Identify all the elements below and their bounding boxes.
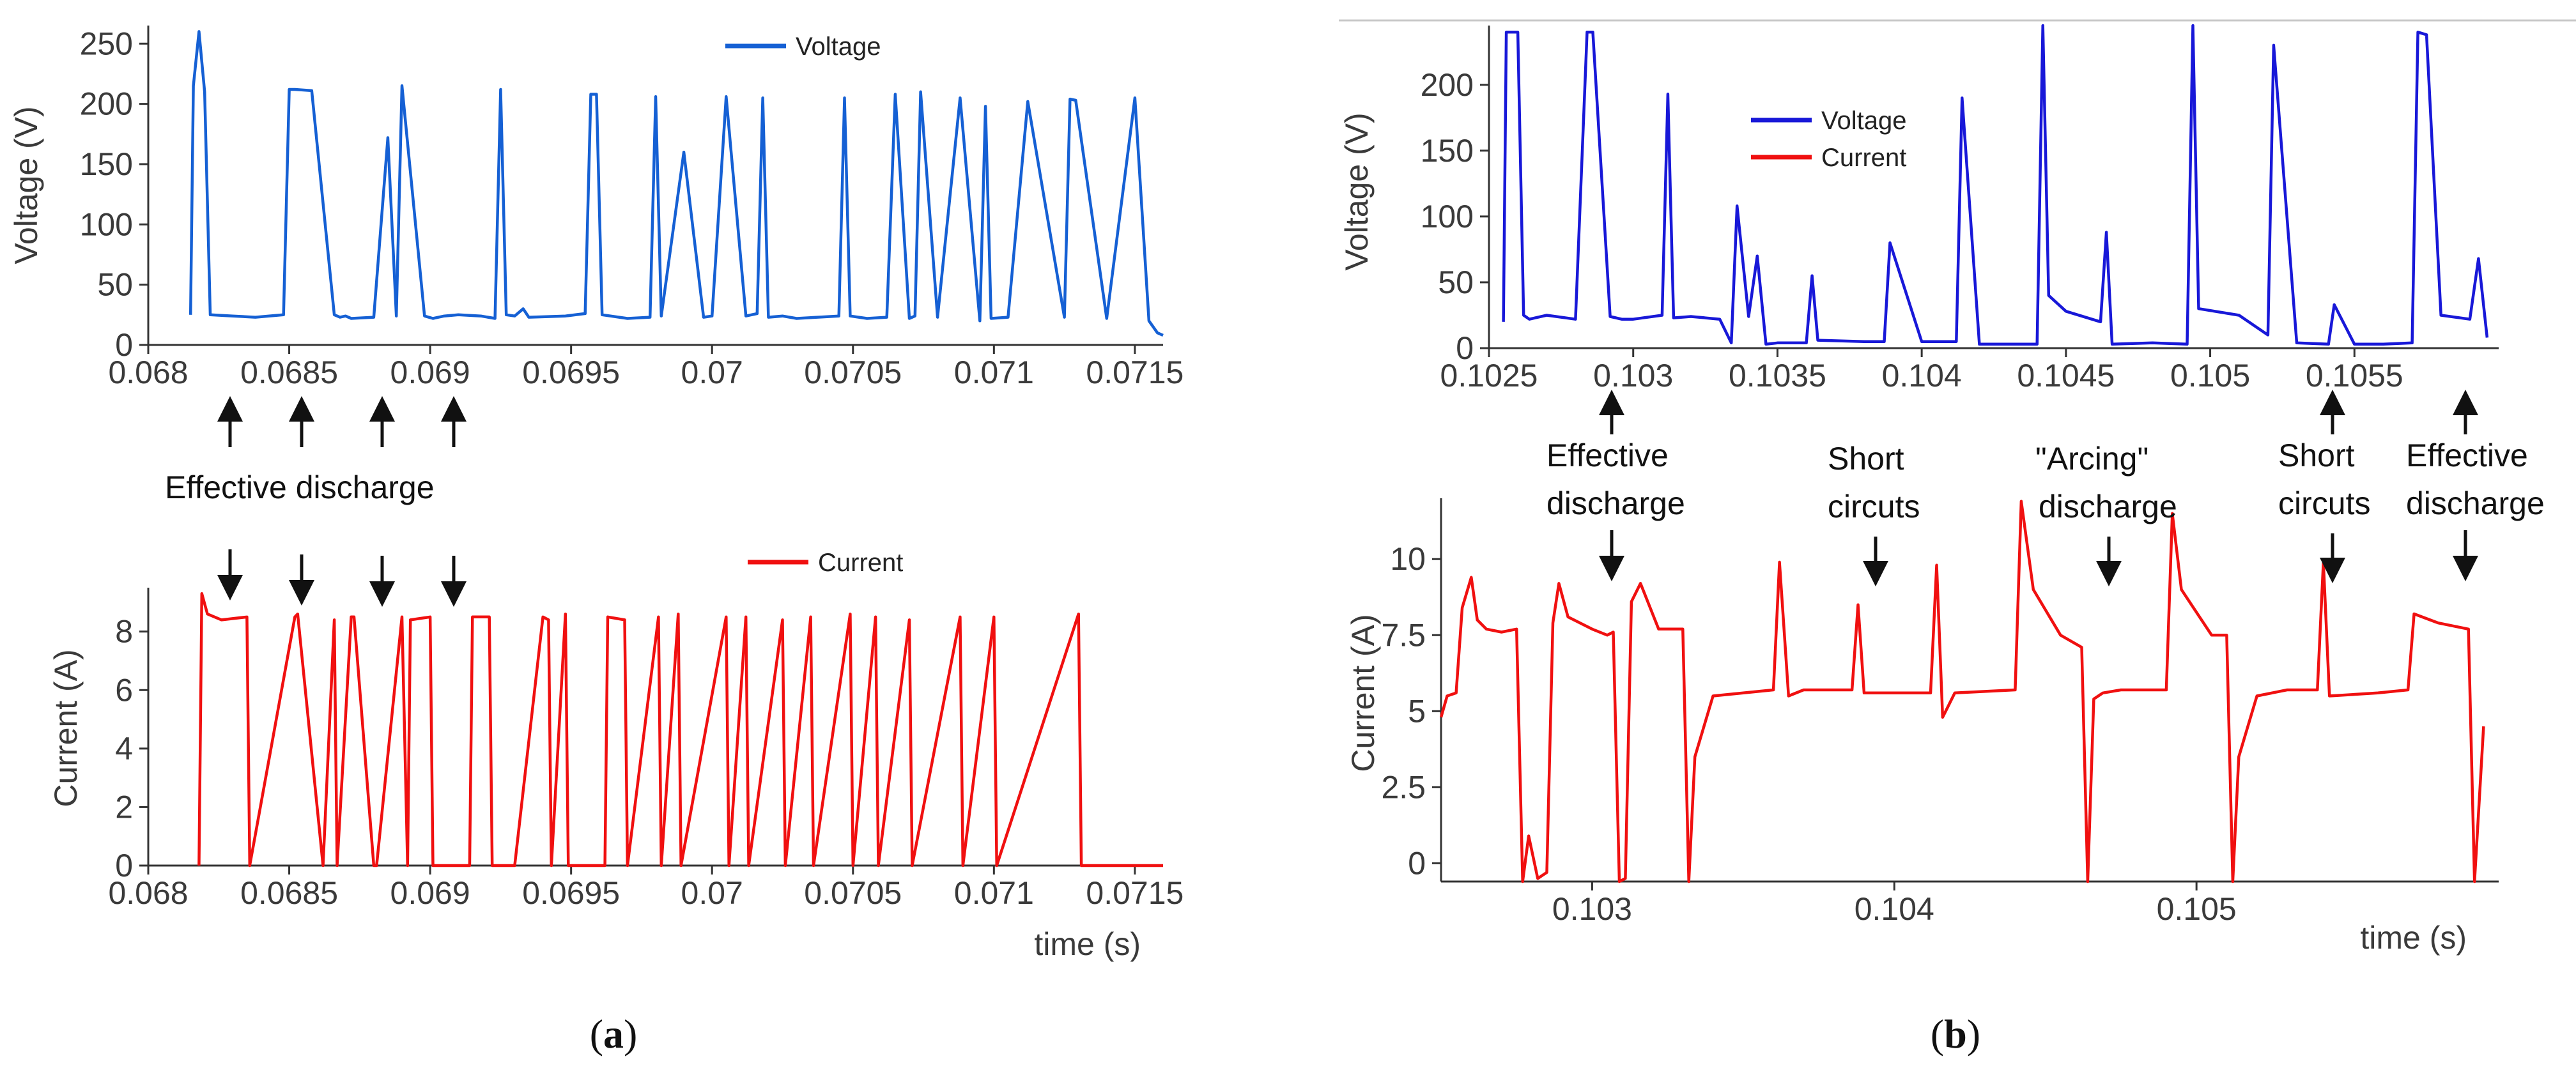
chart-a-voltage: 0.068 0.0685 0.069 0.0695 0.07 0.0705 0.071 0.0… <box>8 26 1184 390</box>
chart-b-voltage: 0.1025 0.103 0.1035 0.104 0.1045 0.105 0.1055 0… <box>1339 24 2499 393</box>
annotation-short-circuits-b2-line2: circuts <box>2278 485 2370 521</box>
x-tick-label: 0.1055 <box>2306 358 2403 393</box>
annotation-effective-discharge-b2-line1: Effective <box>2406 438 2528 473</box>
x-tick-label: 0.071 <box>954 875 1034 911</box>
y-tick-label: 2.5 <box>1381 769 1426 805</box>
x-tick-label: 0.068 <box>108 355 188 390</box>
y-tick-label: 2 <box>115 789 133 825</box>
x-tick-label: 0.069 <box>390 355 470 390</box>
panel-label-a-letter: a <box>603 1011 624 1057</box>
series-line-current <box>1439 500 2485 883</box>
x-tick-label: 0.103 <box>1593 358 1673 393</box>
annotation-effective-discharge-b1-line1: Effective <box>1546 438 1669 473</box>
x-tick-label: 0.0715 <box>1086 875 1184 911</box>
y-tick-label: 250 <box>80 26 133 61</box>
y-tick-label: 200 <box>1421 67 1474 103</box>
panel-label-b-open: ( <box>1931 1011 1944 1057</box>
annotation-group-a: Effective discharge <box>165 396 467 607</box>
y-tick-label: 50 <box>1438 264 1474 300</box>
legend-label: Voltage <box>796 33 881 61</box>
chart-a-current: 0.068 0.0685 0.069 0.0695 0.07 0.0705 0.071 0.0… <box>48 549 1184 962</box>
x-tick-label: 0.068 <box>108 875 188 911</box>
x-tick-label: 0.1025 <box>1440 358 1538 393</box>
panel-label-b-close: ) <box>1967 1011 1980 1057</box>
annotation-arcing-discharge-line2: discharge <box>2039 489 2177 524</box>
x-tick-label: 0.104 <box>1882 358 1962 393</box>
legend-label: Current <box>1821 144 1906 172</box>
x-tick-label: 0.0715 <box>1086 355 1184 390</box>
x-tick-label: 0.0705 <box>804 875 902 911</box>
y-tick-label: 8 <box>115 614 133 650</box>
annotation-effective-discharge-a: Effective discharge <box>165 470 435 505</box>
panel-label-b: (b) <box>1931 1011 1980 1057</box>
y-tick-label: 0 <box>115 848 133 883</box>
y-tick-label: 0 <box>1408 845 1426 881</box>
y-tick-label: 10 <box>1390 541 1426 577</box>
x-tick-label: 0.0705 <box>804 355 902 390</box>
y-tick-label: 150 <box>1421 133 1474 169</box>
series-line-voltage <box>189 30 1164 337</box>
panel-label-b-letter: b <box>1944 1011 1967 1057</box>
x-tick-label: 0.0695 <box>522 875 620 911</box>
x-tick-label: 0.0685 <box>240 355 338 390</box>
x-tick-label: 0.103 <box>1552 891 1632 927</box>
x-tick-label: 0.07 <box>681 355 743 390</box>
y-axis-title: Current (A) <box>48 649 84 807</box>
x-tick-label: 0.105 <box>2170 358 2250 393</box>
y-tick-label: 7.5 <box>1381 617 1426 653</box>
annotation-arcing-discharge-line1: "Arcing" <box>2035 441 2148 477</box>
x-tick-label: 0.104 <box>1855 891 1934 927</box>
y-tick-label: 100 <box>1421 199 1474 234</box>
legend-label: Current <box>818 549 903 577</box>
annotation-short-circuits-b2-line1: Short <box>2278 438 2355 473</box>
panel-label-a: (a) <box>590 1011 638 1057</box>
y-tick-label: 0 <box>1456 330 1474 366</box>
legend-label: Voltage <box>1821 107 1906 135</box>
x-tick-label: 0.1045 <box>2017 358 2115 393</box>
x-tick-label: 0.1035 <box>1729 358 1826 393</box>
x-tick-label: 0.07 <box>681 875 743 911</box>
x-tick-label: 0.071 <box>954 355 1034 390</box>
x-axis-title: time (s) <box>2360 920 2467 956</box>
y-tick-label: 100 <box>80 206 133 242</box>
y-axis-title: Voltage (V) <box>8 106 44 264</box>
y-tick-label: 5 <box>1408 693 1426 729</box>
annotation-effective-discharge-b1-line2: discharge <box>1546 485 1685 521</box>
annotation-effective-discharge-b2-line2: discharge <box>2406 485 2545 521</box>
panel-label-a-close: ) <box>624 1011 637 1057</box>
y-tick-label: 150 <box>80 146 133 182</box>
y-tick-label: 6 <box>115 672 133 708</box>
y-tick-label: 4 <box>115 731 133 767</box>
y-axis-title: Current (A) <box>1345 614 1381 772</box>
y-tick-label: 200 <box>80 86 133 122</box>
y-tick-label: 0 <box>115 327 133 363</box>
annotation-group-b: Effective discharge Short circuts "Arcin… <box>1546 390 2545 586</box>
y-tick-label: 50 <box>97 267 133 303</box>
x-tick-label: 0.0685 <box>240 875 338 911</box>
x-tick-label: 0.0695 <box>522 355 620 390</box>
series-line-voltage <box>1502 24 2489 346</box>
x-tick-label: 0.069 <box>390 875 470 911</box>
annotation-short-circuits-b1-line2: circuts <box>1828 489 1920 524</box>
annotation-short-circuits-b1-line1: Short <box>1828 441 1904 477</box>
x-tick-label: 0.105 <box>2157 891 2237 927</box>
panel-label-a-open: ( <box>590 1011 603 1057</box>
series-line-current <box>197 592 1163 867</box>
chart-b-current: 0.103 0.104 0.105 0 2.5 5 7.5 10 Current (A) time… <box>1345 498 2499 956</box>
x-axis-title: time (s) <box>1034 926 1141 962</box>
y-axis-title: Voltage (V) <box>1339 112 1375 270</box>
